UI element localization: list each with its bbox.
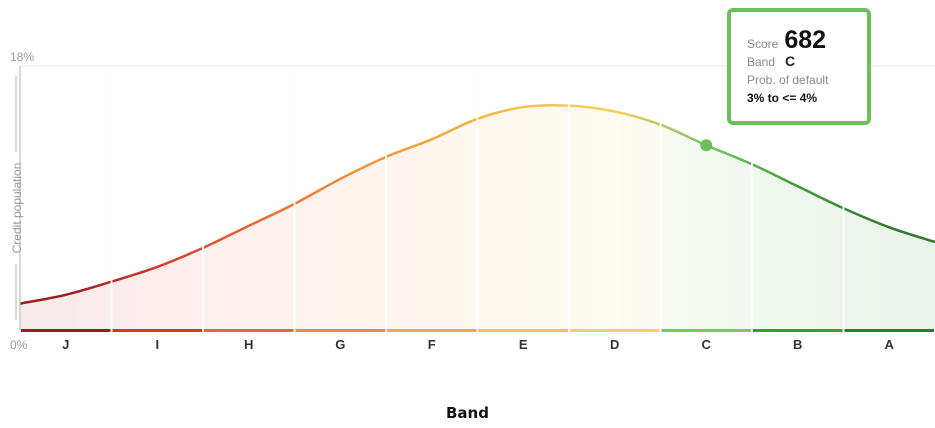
band-label-A: A: [885, 337, 895, 352]
x-axis-label: Band: [446, 404, 489, 422]
tooltip-score-label: Score: [747, 37, 779, 51]
band-baseline-J: [21, 329, 111, 332]
y-tick-label-bottom: 0%: [10, 338, 28, 352]
tooltip-band-label: Band: [747, 55, 776, 69]
band-baseline-I: [112, 329, 202, 332]
y-axis-label: Credit population: [10, 163, 24, 254]
band-label-F: F: [428, 337, 436, 352]
band-label-C: C: [702, 337, 712, 352]
band-baseline-H: [204, 329, 294, 332]
band-baseline-G: [295, 329, 385, 332]
score-marker: [700, 139, 713, 152]
tooltip-prob-label: Prob. of default: [747, 73, 829, 87]
band-baseline-A: [844, 329, 934, 332]
score-marker-group: [700, 139, 713, 152]
band-baseline-F: [387, 329, 477, 332]
tooltip-prob-value: 3% to <= 4%: [747, 91, 818, 105]
band-label-J: J: [62, 337, 69, 352]
band-label-H: H: [244, 337, 253, 352]
score-tooltip: Score 682 Band C Prob. of default 3% to …: [727, 8, 871, 125]
band-label-B: B: [793, 337, 802, 352]
tooltip-band-value: C: [785, 53, 796, 69]
band-label-I: I: [155, 337, 159, 352]
y-tick-label-top: 18%: [10, 50, 34, 64]
band-label-E: E: [519, 337, 528, 352]
tooltip-score-value: 682: [784, 26, 827, 54]
y-axis: 18% 0% Credit population: [10, 50, 34, 352]
band-label-G: G: [335, 337, 345, 352]
band-baseline-E: [478, 329, 568, 332]
band-baseline-D: [570, 329, 660, 332]
band-baseline: [21, 329, 934, 332]
band-label-D: D: [610, 337, 619, 352]
band-baseline-B: [753, 329, 843, 332]
band-baseline-C: [661, 329, 751, 332]
